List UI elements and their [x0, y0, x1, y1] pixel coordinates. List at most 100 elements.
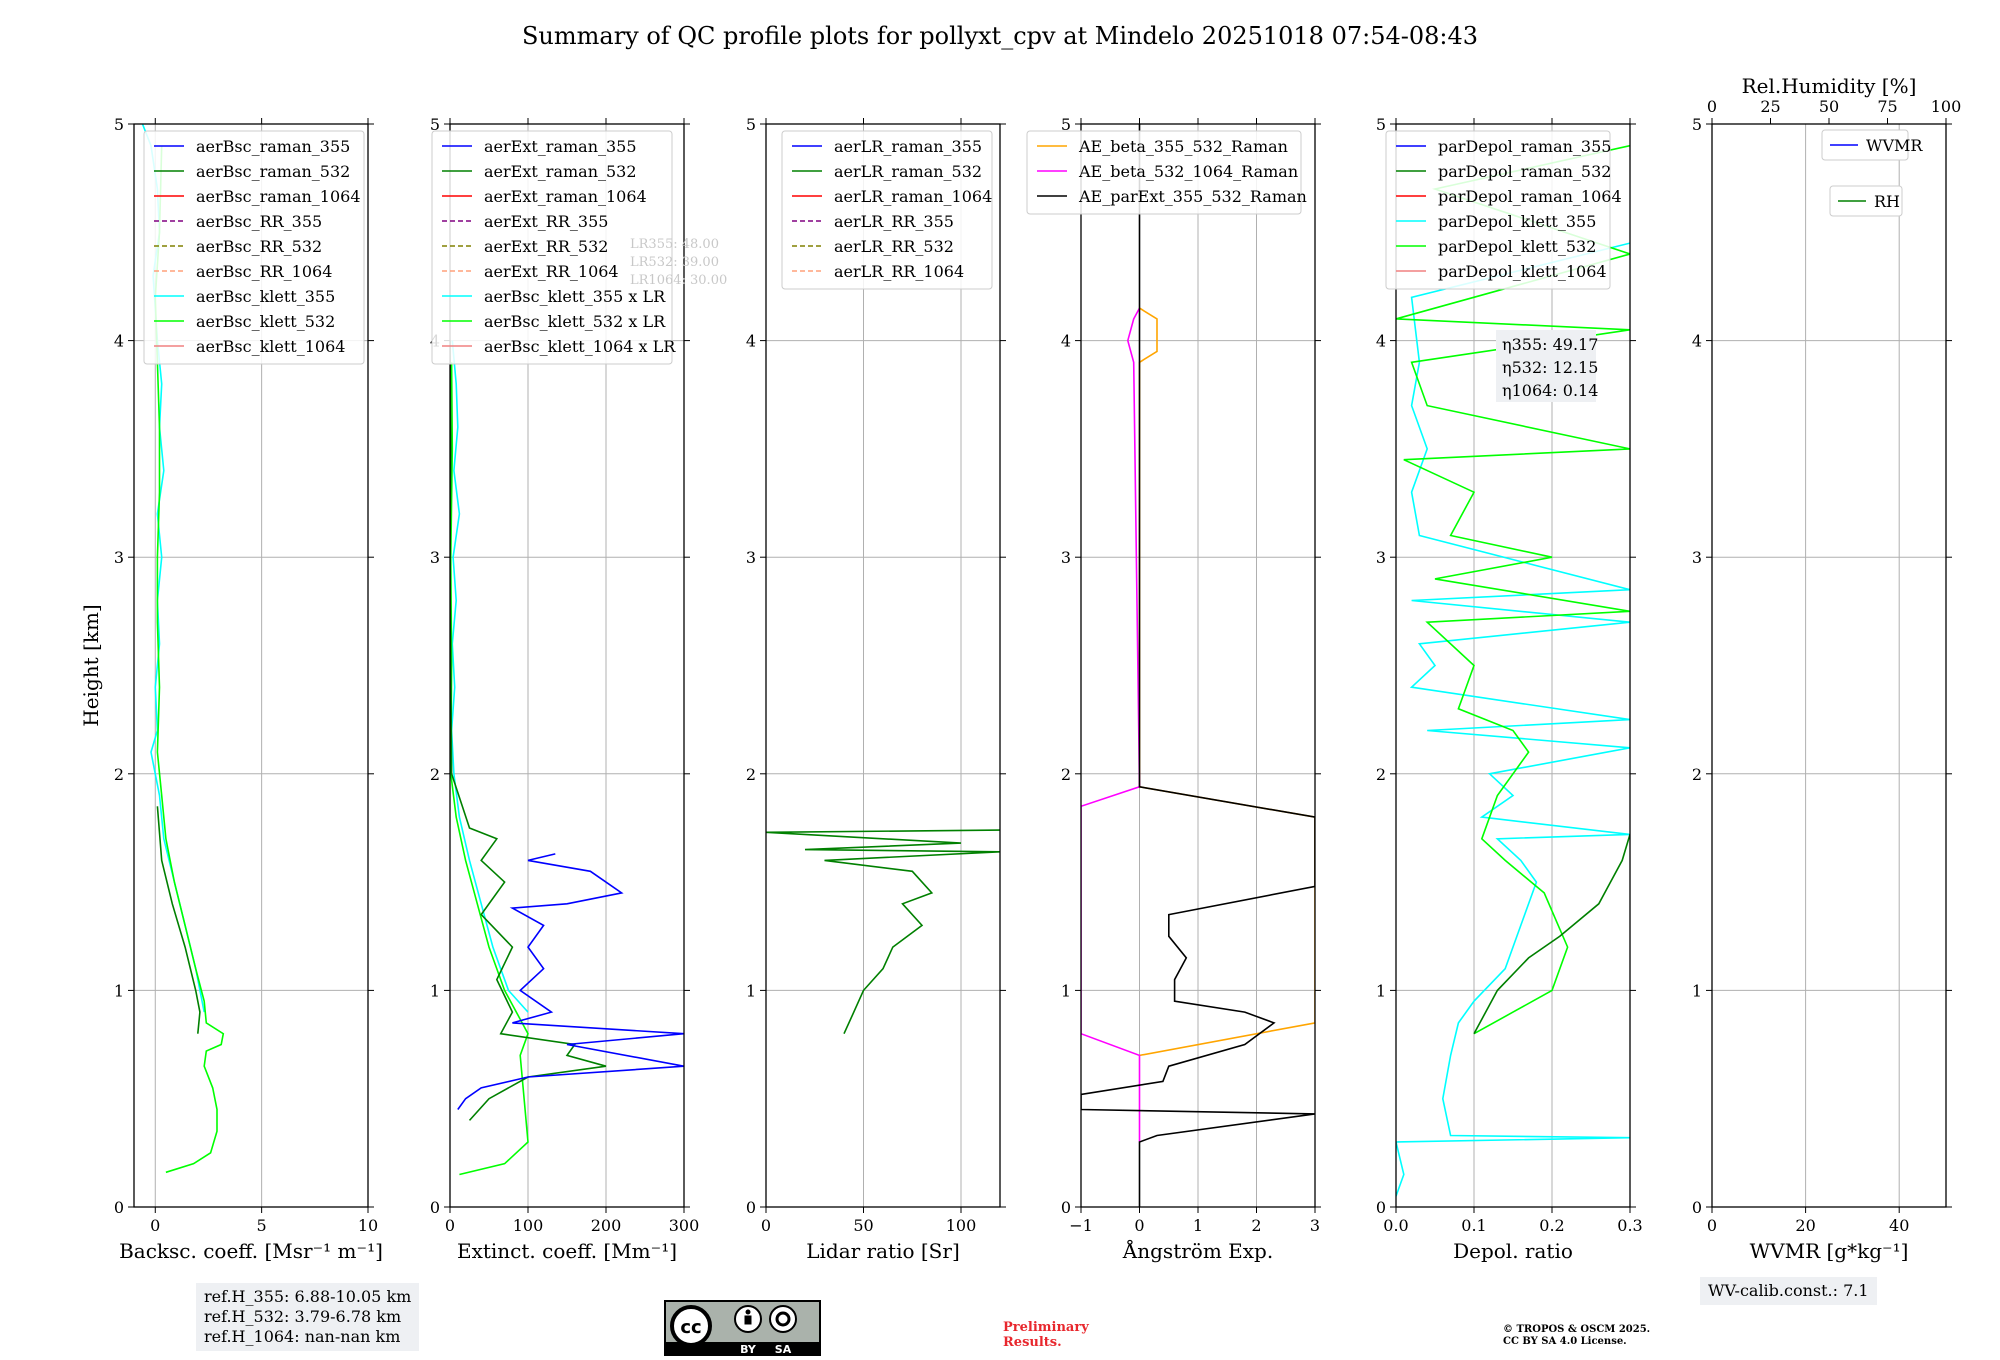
y-tick-label: 1 [1061, 981, 1071, 1000]
legend-box [1821, 129, 1909, 161]
y-tick-label: 3 [430, 548, 440, 567]
x-tick-label: 3 [1310, 1216, 1320, 1235]
y-tick-label: 1 [430, 981, 440, 1000]
x-tick-label: 20 [1795, 1216, 1815, 1235]
axes-frame [133, 123, 369, 1208]
preliminary-line-2: Results. [1003, 1335, 1062, 1350]
legend-label-parDepol_klett_1064: parDepol_klett_1064 [1438, 262, 1607, 281]
preliminary-note: Preliminary Results. [1003, 1320, 1089, 1350]
y-tick-label: 2 [114, 765, 124, 784]
x-tick-label: 0 [1134, 1216, 1144, 1235]
y-tick-label: 5 [1061, 115, 1071, 134]
y-tick-label: 5 [114, 115, 124, 134]
wv-calibration-box: WV-calib.const.: 7.1 [1700, 1277, 1877, 1305]
series-line-aerBsc_klett_532 x LR [450, 362, 529, 1176]
y-tick-label: 3 [1692, 548, 1702, 567]
y-tick-label: 0 [430, 1198, 440, 1217]
legend-label-aerBsc_raman_355: aerBsc_raman_355 [196, 137, 350, 156]
y-tick-label: 5 [746, 115, 756, 134]
top-axis-label: Rel.Humidity [%] [1742, 74, 1917, 98]
legend-label-aerBsc_klett_1064: aerBsc_klett_1064 [196, 337, 345, 356]
x-tick-label: 2 [1251, 1216, 1261, 1235]
legend-box [1026, 130, 1302, 215]
legend-label-RH: RH [1874, 192, 1900, 211]
sa-share-arc [775, 1311, 791, 1327]
top-tick-label: 75 [1877, 97, 1897, 116]
axes-frame [765, 123, 1001, 1208]
copyright-line-1: © TROPOS & OSCM 2025. [1503, 1324, 1651, 1335]
series-line-aerBsc_raman_532 [156, 806, 201, 1034]
legend-label-parDepol_raman_355: parDepol_raman_355 [1438, 137, 1611, 156]
sa-text: SA [775, 1343, 792, 1356]
legend-label-aerBsc_RR_1064: aerBsc_RR_1064 [196, 262, 332, 281]
y-tick-label: 3 [746, 548, 756, 567]
lr-note: LR355: 48.00 [630, 237, 719, 252]
eta-value: η355: 49.17 [1502, 335, 1598, 354]
legend-label-aerBsc_RR_355: aerBsc_RR_355 [196, 212, 322, 231]
legend-label-aerExt_RR_1064: aerExt_RR_1064 [484, 262, 619, 281]
y-tick-label: 1 [746, 981, 756, 1000]
cc-text: cc [680, 1317, 701, 1338]
eta-value: η532: 12.15 [1502, 358, 1598, 377]
legend-box [431, 130, 673, 365]
legend-label-aerLR_RR_1064: aerLR_RR_1064 [834, 262, 964, 281]
x-tick-label: −1 [1069, 1216, 1093, 1235]
legend-label-WVMR: WVMR [1866, 136, 1923, 155]
series-line-AE_beta_355_532_Raman [1138, 307, 1315, 1057]
legend-label-aerBsc_RR_532: aerBsc_RR_532 [196, 237, 322, 256]
by-person-head [745, 1309, 751, 1315]
series-line-AE_parExt_355_532_Raman [1081, 124, 1315, 1207]
x-tick-label: 0.0 [1383, 1216, 1408, 1235]
legend-label-aerBsc_klett_532 x LR: aerBsc_klett_532 x LR [484, 312, 666, 331]
legend-label-AE_beta_532_1064_Raman: AE_beta_532_1064_Raman [1078, 162, 1298, 181]
y-tick-label: 2 [430, 765, 440, 784]
x-tick-label: 1 [1193, 1216, 1203, 1235]
cc-circle-icon [670, 1305, 712, 1347]
legend-label-aerExt_raman_1064: aerExt_raman_1064 [484, 187, 647, 206]
legend-label-aerLR_RR_532: aerLR_RR_532 [834, 237, 954, 256]
x-tick-label: 100 [946, 1216, 977, 1235]
figure-title: Summary of QC profile plots for pollyxt_… [521, 22, 1479, 50]
sa-share-icon [769, 1305, 797, 1333]
preliminary-line-1: Preliminary [1003, 1320, 1089, 1335]
panel-wvmr: 0 20 40 0 1 2 3 4 5 WVMR [g*kg⁻¹] Rel.Humidity [%]… [1692, 74, 1961, 1263]
top-tick-label: 100 [1931, 97, 1962, 116]
y-tick-label: 1 [1376, 981, 1386, 1000]
legend-label-aerLR_raman_1064: aerLR_raman_1064 [834, 187, 992, 206]
x-tick-label: 40 [1889, 1216, 1909, 1235]
eta-box [1496, 330, 1596, 402]
series-line-aerExt_raman_532 [450, 340, 607, 1121]
legend-label-aerExt_raman_532: aerExt_raman_532 [484, 162, 637, 181]
y-tick-label: 0 [114, 1198, 124, 1217]
y-tick-label: 1 [1692, 981, 1702, 1000]
panel-backscatter: 0 5 10 0 1 2 3 4 5 Backsc. coeff. [Msr⁻¹ m⁻¹] Heig… [79, 115, 383, 1263]
y-tick-label: 0 [1376, 1198, 1386, 1217]
x-tick-label: 0 [445, 1216, 455, 1235]
y-tick-label: 2 [1376, 765, 1386, 784]
eta-value: η1064: 0.14 [1502, 381, 1598, 400]
series-line-AE_beta_532_1064_Raman [1081, 307, 1141, 1142]
y-tick-label: 2 [1061, 765, 1071, 784]
y-tick-label: 2 [1692, 765, 1702, 784]
ref-height-1064: ref.H_1064: nan-nan km [204, 1327, 401, 1346]
reference-height-box: ref.H_355: 6.88-10.05 km ref.H_532: 3.79… [196, 1283, 420, 1351]
legend-label-AE_parExt_355_532_Raman: AE_parExt_355_532_Raman [1078, 187, 1307, 206]
panel-lidar_ratio: 0 50 100 0 1 2 3 4 5 Lidar ratio [Sr] aerLR_raman_… [746, 115, 1006, 1263]
x-axis-label: Extinct. coeff. [Mm⁻¹] [457, 1239, 677, 1263]
y-tick-label: 3 [114, 548, 124, 567]
copyright-note: © TROPOS & OSCM 2025. CC BY SA 4.0 Licen… [1503, 1324, 1650, 1348]
y-tick-label: 1 [114, 981, 124, 1000]
x-tick-label: 0.1 [1461, 1216, 1486, 1235]
axes-frame [1711, 123, 1947, 1208]
legend-label-AE_beta_355_532_Raman: AE_beta_355_532_Raman [1078, 137, 1288, 156]
y-tick-label: 4 [746, 332, 756, 351]
top-tick-label: 50 [1819, 97, 1839, 116]
x-tick-label: 5 [257, 1216, 267, 1235]
y-tick-label: 0 [1692, 1198, 1702, 1217]
y-tick-label: 3 [1376, 548, 1386, 567]
legend-label-aerBsc_klett_355 x LR: aerBsc_klett_355 x LR [484, 287, 666, 306]
top-tick-label: 0 [1707, 97, 1717, 116]
cc-by-sa-logo: cc BY SA [664, 1300, 821, 1356]
legend-label-aerExt_raman_355: aerExt_raman_355 [484, 137, 637, 156]
